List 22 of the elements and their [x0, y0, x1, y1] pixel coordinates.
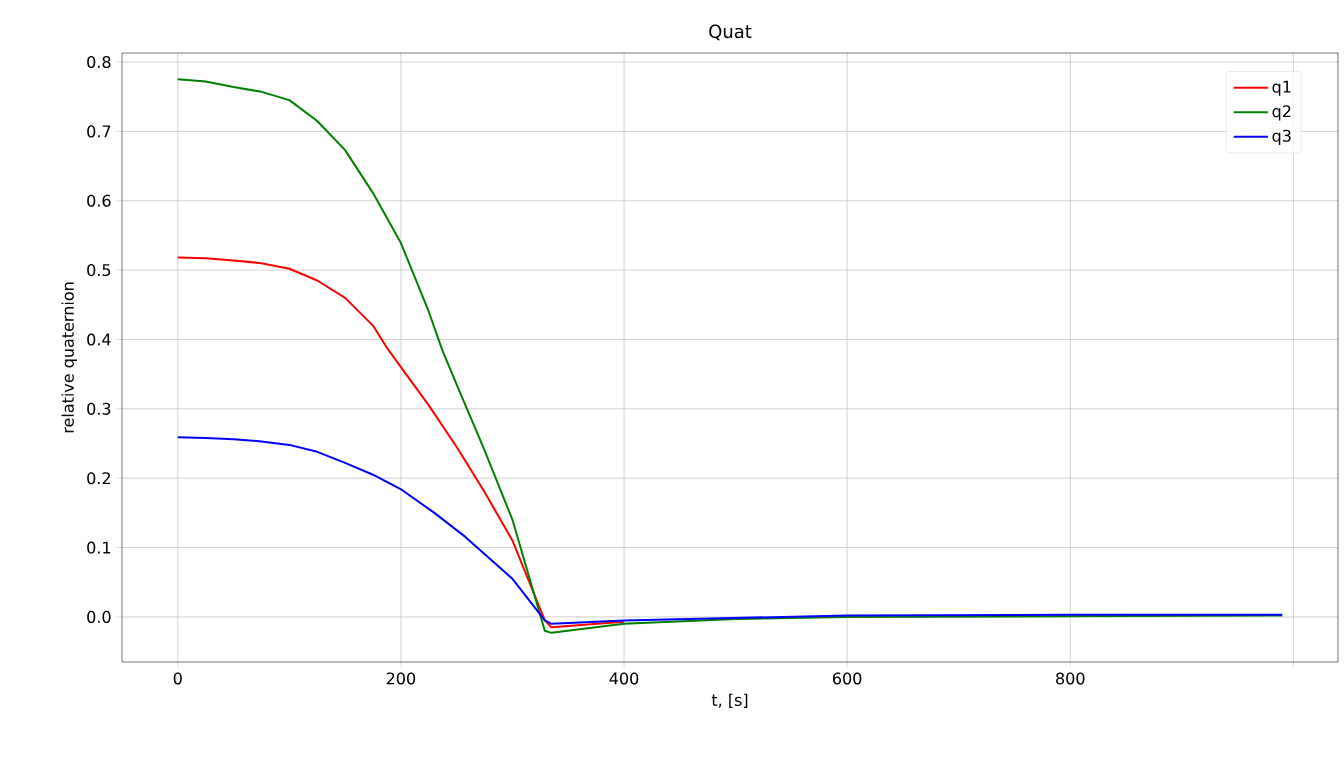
y-tick-label: 0.4: [87, 333, 111, 346]
y-tick-label: 0.6: [87, 194, 111, 207]
y-tick-label: 0.8: [87, 55, 111, 69]
x-tick-label: 800: [1056, 672, 1085, 685]
y-tick-label: 0.7: [87, 125, 111, 138]
line-series: [176, 436, 1284, 625]
y-tick-label: 0.5: [87, 264, 111, 277]
legend-label: q1: [1272, 80, 1291, 96]
x-axis-title: t, [s]: [711, 693, 748, 708]
y-axis-title: relative quaternion: [61, 282, 77, 433]
x-tick-label: 600: [832, 672, 862, 685]
legend-label: q3: [1272, 129, 1291, 145]
y-tick-label: 0.2: [87, 472, 110, 485]
legend-label: q2: [1272, 105, 1291, 121]
y-tick-label: 0.1: [87, 541, 111, 554]
x-tick-label: 400: [609, 672, 639, 685]
y-tick-label: 0.0: [87, 610, 111, 623]
y-tick-label: 0.3: [87, 402, 111, 415]
line-series: [176, 256, 626, 629]
chart-title: Quat: [709, 24, 752, 41]
x-tick-label: 0: [173, 672, 182, 685]
x-tick-label: 200: [386, 672, 416, 685]
